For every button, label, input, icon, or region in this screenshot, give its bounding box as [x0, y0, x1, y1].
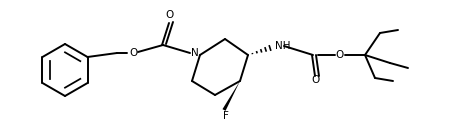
Polygon shape: [223, 81, 240, 111]
Text: O: O: [336, 50, 344, 60]
Text: O: O: [312, 75, 320, 85]
Text: N: N: [191, 48, 199, 58]
Text: NH: NH: [275, 41, 290, 51]
Text: F: F: [223, 111, 229, 121]
Text: O: O: [129, 48, 137, 58]
Text: O: O: [166, 10, 174, 20]
